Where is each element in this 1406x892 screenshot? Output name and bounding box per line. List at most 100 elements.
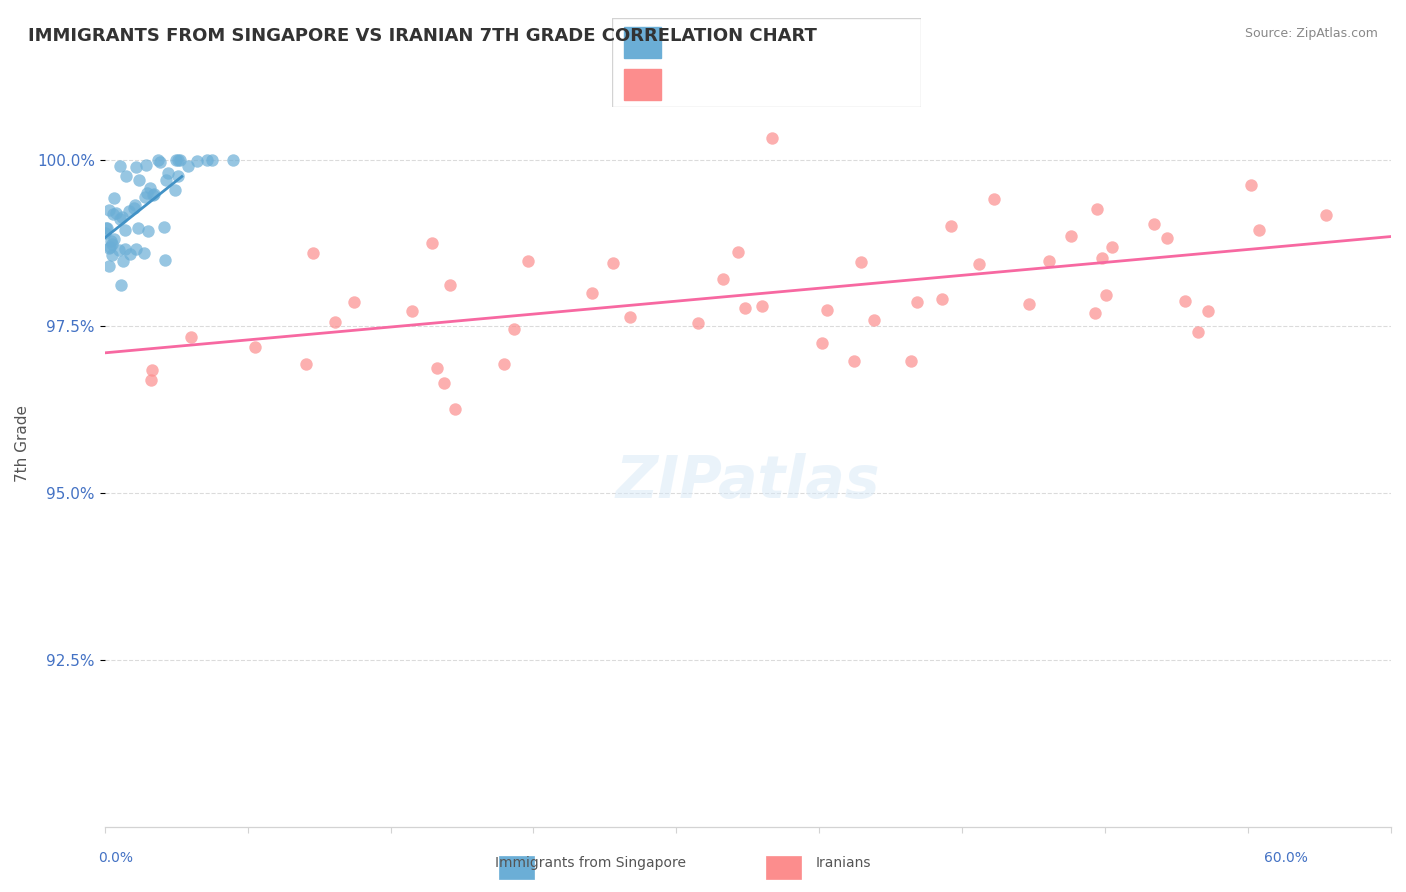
Point (110, 210, 132, 224)
Point (967, 257, 990, 271)
Text: R = 0.478   N = 53: R = 0.478 N = 53 (671, 78, 827, 92)
Point (711, 272, 734, 286)
Point (135, 186, 157, 200)
FancyBboxPatch shape (612, 18, 921, 107)
Text: R = 0.557   N = 55: R = 0.557 N = 55 (671, 36, 827, 50)
Bar (624, 69, 661, 100)
Point (122, 201, 145, 215)
Point (343, 295, 366, 310)
Point (201, 153, 224, 167)
Point (98, 240, 121, 254)
Point (118, 247, 141, 261)
Point (1249, 223, 1271, 237)
Point (118, 204, 141, 219)
Point (141, 363, 163, 377)
Point (815, 303, 838, 318)
Point (101, 236, 124, 251)
Point (1173, 293, 1195, 308)
Point (195, 153, 218, 167)
Point (301, 246, 323, 260)
Point (124, 242, 146, 256)
Point (1240, 178, 1263, 193)
Point (153, 220, 176, 235)
Point (108, 211, 131, 226)
Point (905, 294, 928, 309)
Bar (624, 27, 661, 58)
Point (97, 203, 120, 218)
Point (103, 191, 125, 205)
Point (97, 242, 120, 256)
Point (100, 234, 122, 248)
Point (169, 153, 191, 167)
Text: Iranians: Iranians (815, 855, 872, 870)
Point (135, 158, 157, 172)
Point (494, 357, 516, 371)
Point (1084, 306, 1107, 320)
Point (186, 154, 208, 169)
Point (163, 182, 186, 196)
Point (1197, 303, 1219, 318)
Point (114, 223, 136, 237)
Point (1038, 253, 1060, 268)
Point (125, 160, 148, 174)
Point (243, 340, 266, 354)
Point (686, 316, 709, 330)
Point (939, 219, 962, 233)
Point (124, 197, 146, 211)
Point (108, 243, 131, 257)
Point (1156, 230, 1178, 244)
Point (444, 401, 467, 416)
Point (761, 131, 783, 145)
Point (127, 221, 149, 235)
Point (112, 253, 135, 268)
Point (433, 376, 456, 390)
Point (104, 206, 127, 220)
Point (851, 255, 873, 269)
Point (931, 293, 953, 307)
Point (134, 190, 156, 204)
Point (517, 254, 540, 268)
Text: ZIPatlas: ZIPatlas (616, 453, 880, 510)
Point (110, 277, 132, 292)
Point (138, 181, 160, 195)
Point (115, 169, 138, 184)
Point (167, 153, 190, 167)
Point (100, 248, 122, 262)
Point (581, 285, 603, 300)
Point (1095, 288, 1118, 302)
Point (101, 207, 124, 221)
Text: Immigrants from Singapore: Immigrants from Singapore (495, 855, 686, 870)
Point (153, 253, 176, 268)
Point (155, 172, 177, 186)
Point (96, 221, 118, 235)
Point (503, 321, 526, 335)
Y-axis label: 7th Grade: 7th Grade (15, 405, 30, 482)
Point (1315, 208, 1337, 222)
Point (295, 357, 318, 371)
Point (401, 303, 423, 318)
Text: 0.0%: 0.0% (98, 851, 134, 865)
Point (439, 277, 461, 292)
Point (1187, 326, 1209, 340)
Point (1101, 240, 1123, 254)
Point (1018, 297, 1040, 311)
Point (842, 354, 865, 368)
Point (108, 159, 131, 173)
Point (900, 354, 922, 368)
Text: 60.0%: 60.0% (1264, 851, 1308, 865)
Point (734, 301, 756, 316)
Point (114, 243, 136, 257)
Point (103, 232, 125, 246)
Point (983, 192, 1005, 206)
Point (132, 246, 155, 260)
Text: Source: ZipAtlas.com: Source: ZipAtlas.com (1244, 27, 1378, 40)
Point (94, 226, 117, 240)
Point (222, 153, 245, 167)
Point (142, 188, 165, 202)
Point (727, 245, 749, 260)
Point (323, 315, 346, 329)
Point (422, 235, 444, 250)
Point (94, 221, 117, 235)
Point (97, 259, 120, 273)
Point (1143, 217, 1166, 231)
